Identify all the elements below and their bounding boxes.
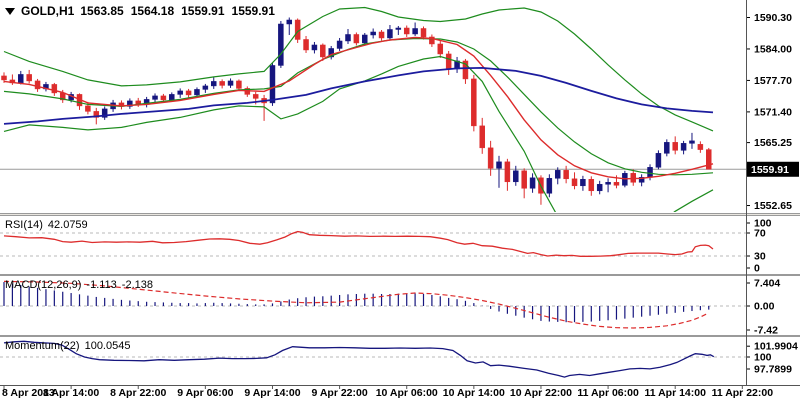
quote-open: 1563.85 xyxy=(80,4,124,18)
svg-text:30: 30 xyxy=(754,251,766,263)
rsi-panel[interactable] xyxy=(0,230,746,257)
svg-text:8 Apr 22:00: 8 Apr 22:00 xyxy=(110,387,166,399)
svg-text:8 Apr 2013: 8 Apr 2013 xyxy=(2,387,55,399)
momentum-panel[interactable] xyxy=(0,340,746,378)
indicator-overlays xyxy=(3,6,714,212)
macd-panel[interactable] xyxy=(0,280,746,329)
svg-text:1590.30: 1590.30 xyxy=(754,12,792,24)
chart-header: GOLD,H1 1563.85 1564.18 1559.91 1559.91 xyxy=(5,4,275,18)
svg-text:11 Apr 06:00: 11 Apr 06:00 xyxy=(577,387,639,399)
rsi-title: RSI(14) xyxy=(5,219,43,231)
svg-text:1571.40: 1571.40 xyxy=(754,106,792,118)
svg-text:1565.25: 1565.25 xyxy=(754,137,792,149)
momentum-value: 100.0545 xyxy=(84,340,131,352)
symbol-title: GOLD,H1 xyxy=(21,4,75,18)
svg-text:8 Apr 14:00: 8 Apr 14:00 xyxy=(43,387,99,399)
svg-text:9 Apr 22:00: 9 Apr 22:00 xyxy=(311,387,367,399)
rsi-panel-label: RSI(14) 42.0759 xyxy=(5,219,88,231)
macd-panel-label: MACD(12,26,9) -1.113 -2.138 xyxy=(5,279,153,291)
macd-value-main: -1.113 xyxy=(86,279,117,291)
svg-text:1584.00: 1584.00 xyxy=(754,43,792,55)
macd-axis: 7.404 0.00 -7.42 xyxy=(746,278,780,337)
momentum-panel-label: Momentum(22) 100.0545 xyxy=(5,340,130,352)
symbol-dropdown-icon[interactable] xyxy=(5,7,15,15)
svg-text:10 Apr 22:00: 10 Apr 22:00 xyxy=(510,387,572,399)
svg-text:1552.65: 1552.65 xyxy=(754,200,792,212)
svg-text:100: 100 xyxy=(754,352,772,364)
panel-separators[interactable] xyxy=(0,213,800,337)
svg-text:9 Apr 06:00: 9 Apr 06:00 xyxy=(177,387,233,399)
svg-text:0: 0 xyxy=(754,263,760,275)
quote-low: 1559.91 xyxy=(181,4,225,18)
quote-close: 1559.91 xyxy=(231,4,275,18)
svg-text:10 Apr 14:00: 10 Apr 14:00 xyxy=(443,387,505,399)
macd-title: MACD(12,26,9) xyxy=(5,279,82,291)
macd-value-signal: -2.138 xyxy=(121,279,153,291)
rsi-value: 42.0759 xyxy=(47,219,88,231)
svg-text:0.00: 0.00 xyxy=(754,301,775,313)
svg-text:100: 100 xyxy=(754,218,772,230)
price-axis[interactable]: 1590.30 1584.00 1577.70 1571.40 1565.25 1552.… xyxy=(746,12,792,212)
svg-text:-7.42: -7.42 xyxy=(754,325,778,337)
main-price-panel[interactable] xyxy=(0,6,746,249)
svg-text:10 Apr 06:00: 10 Apr 06:00 xyxy=(376,387,438,399)
svg-text:11 Apr 14:00: 11 Apr 14:00 xyxy=(644,387,706,399)
svg-text:7.404: 7.404 xyxy=(754,278,780,290)
svg-text:70: 70 xyxy=(754,228,766,240)
svg-text:97.7899: 97.7899 xyxy=(754,364,792,376)
current-price-badge: 1559.91 xyxy=(747,161,799,177)
chart-borders xyxy=(0,0,800,386)
svg-text:1577.70: 1577.70 xyxy=(754,75,792,87)
momentum-title: Momentum(22) xyxy=(5,340,80,352)
svg-text:9 Apr 14:00: 9 Apr 14:00 xyxy=(244,387,300,399)
svg-text:1559.91: 1559.91 xyxy=(751,164,789,176)
quote-high: 1564.18 xyxy=(130,4,175,18)
svg-text:11 Apr 22:00: 11 Apr 22:00 xyxy=(712,387,774,399)
svg-text:101.9904: 101.9904 xyxy=(754,341,798,353)
candles-layer xyxy=(1,17,712,205)
